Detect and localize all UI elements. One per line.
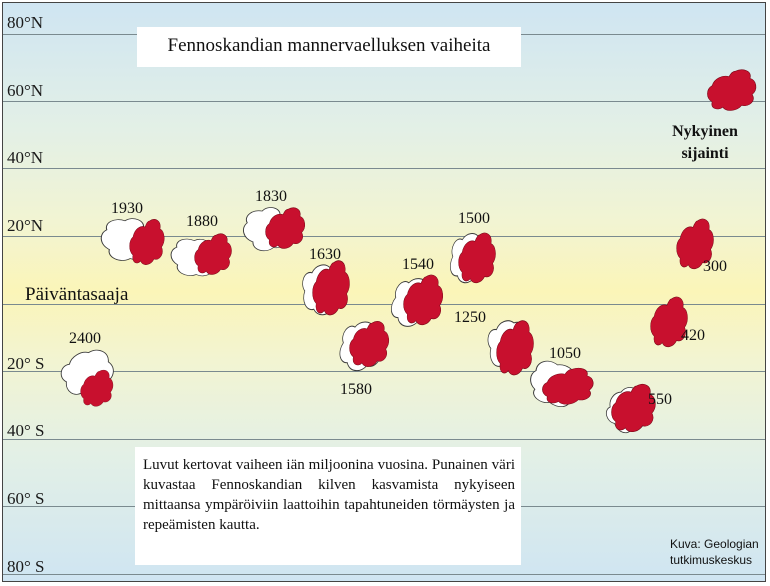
credit-line-1: Kuva: Geologian: [670, 537, 759, 551]
age-label-1500: 1500: [458, 210, 490, 227]
age-label-1930: 1930: [111, 200, 143, 217]
latitude-label-40n: 40°N: [7, 148, 44, 167]
current-position-line-2: sijainti: [681, 145, 729, 162]
latitude-label-80n: 80°N: [7, 13, 44, 32]
latitude-label-40s: 40° S: [7, 421, 45, 440]
credit-line-2: tutkimuskeskus: [670, 553, 753, 567]
latitude-label-80s: 80° S: [7, 557, 45, 576]
title-box: Fennoskandian mannervaelluksen vaiheita: [137, 27, 521, 67]
age-label-1880: 1880: [186, 213, 218, 230]
diagram-title: Fennoskandian mannervaelluksen vaiheita: [167, 35, 491, 56]
age-label-1630: 1630: [309, 246, 341, 263]
age-label-1540: 1540: [402, 256, 434, 273]
latitude-label-60n: 60°N: [7, 81, 44, 100]
equator-label: Päiväntasaaja: [25, 284, 129, 305]
age-label-1050: 1050: [549, 345, 581, 362]
latitude-label-60s: 60° S: [7, 489, 45, 508]
latitude-line: [3, 101, 765, 102]
age-label-2400: 2400: [69, 330, 101, 347]
latitude-label-20s: 20° S: [7, 354, 45, 373]
latitude-line: [3, 439, 765, 440]
image-credit: Kuva: Geologian tutkimuskeskus: [670, 536, 765, 568]
latitude-line: [3, 574, 765, 575]
age-label-420: 420: [681, 327, 705, 344]
age-label-1580: 1580: [340, 381, 372, 398]
current-position-line-1: Nykyinen: [672, 123, 738, 140]
age-label-300: 300: [703, 258, 727, 275]
note-text: Luvut kertovat vaiheen iän miljoonina vu…: [143, 457, 515, 533]
age-label-1830: 1830: [255, 188, 287, 205]
latitude-line: [3, 371, 765, 372]
age-label-550: 550: [648, 391, 672, 408]
current-position-label: Nykyinen sijainti: [669, 121, 741, 165]
note-box: Luvut kertovat vaiheen iän miljoonina vu…: [135, 447, 521, 565]
age-label-1250: 1250: [454, 309, 486, 326]
latitude-label-20n: 20°N: [7, 216, 44, 235]
latitude-line: [3, 236, 765, 237]
equator-line: [3, 304, 765, 305]
red-shield-present: [706, 69, 757, 111]
latitude-line: [3, 168, 765, 169]
